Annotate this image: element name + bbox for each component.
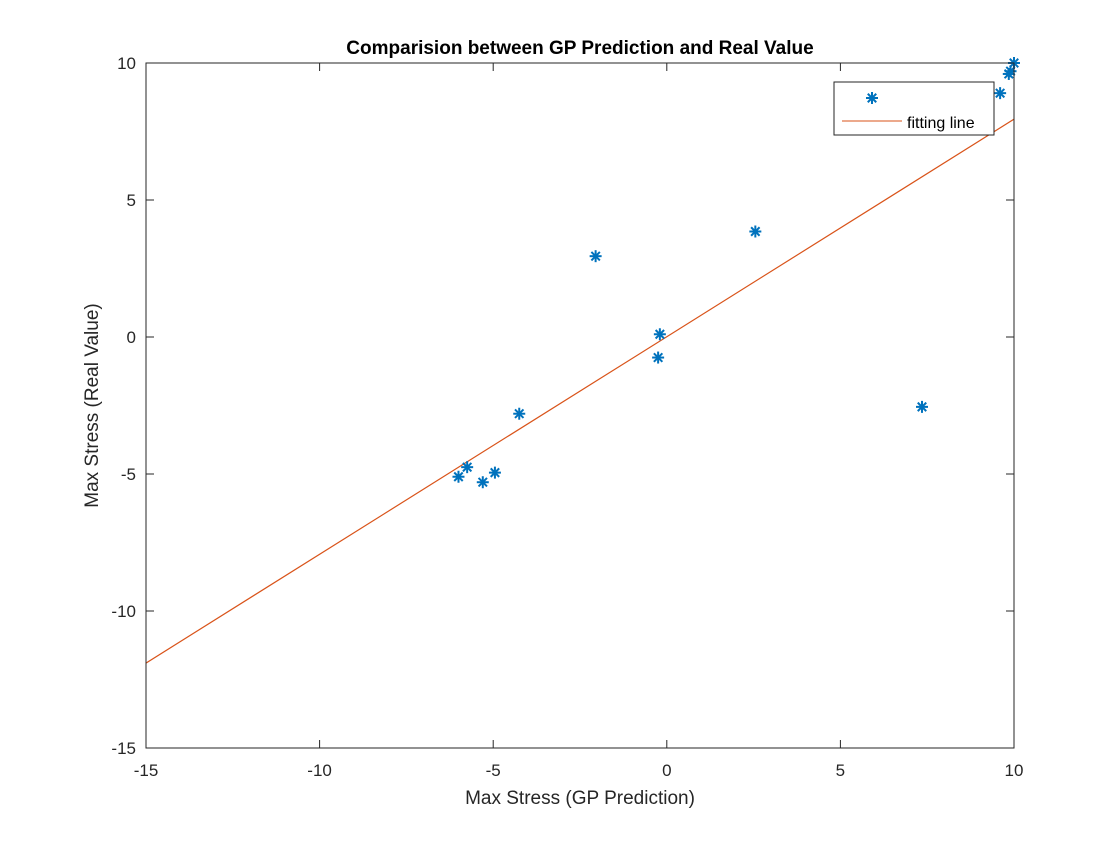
axes-box (145, 62, 1015, 749)
data-point (488, 466, 501, 479)
data-point (653, 328, 666, 341)
y-tick-label: -10 (111, 602, 136, 621)
x-tick-label: 10 (1005, 761, 1024, 780)
x-tick-label: 0 (662, 761, 671, 780)
x-tick-label: 5 (836, 761, 845, 780)
legend-asterisk (866, 92, 878, 104)
y-tick-label: -15 (111, 739, 136, 758)
data-point (589, 250, 602, 263)
y-tick-label: 5 (127, 191, 136, 210)
x-tick-label: -10 (307, 761, 332, 780)
y-tick-label: 0 (127, 328, 136, 347)
x-tick-label: -5 (486, 761, 501, 780)
plot-area (146, 63, 1014, 748)
data-point (452, 470, 465, 483)
y-tick-label: 10 (117, 54, 136, 73)
data-point (461, 461, 474, 474)
axis-ticks: -15 -10 -5 0 5 10 -15 -10 -5 0 5 10 (111, 54, 1023, 780)
data-point (749, 225, 762, 238)
data-point (476, 476, 489, 489)
fitting-line-layer (146, 118, 1014, 664)
legend-label-fitting-line: fitting line (907, 115, 975, 132)
legend-asterisk-marker (866, 92, 878, 104)
legend-box (833, 81, 995, 136)
data-point (652, 351, 665, 364)
x-tick-label: -15 (134, 761, 159, 780)
y-axis-label: Max Stress (Real Value) (82, 303, 103, 508)
y-tick-label: -5 (121, 465, 136, 484)
fitting-line (146, 118, 1014, 664)
x-axis-label: Max Stress (GP Prediction) (465, 788, 695, 809)
data-point (513, 407, 526, 420)
chart-title: Comparision between GP Prediction and Re… (346, 38, 813, 59)
data-point (1004, 65, 1017, 78)
data-point (915, 400, 928, 413)
legend: fitting line (833, 81, 995, 136)
data-points-layer (452, 57, 1020, 489)
data-point (994, 87, 1007, 100)
